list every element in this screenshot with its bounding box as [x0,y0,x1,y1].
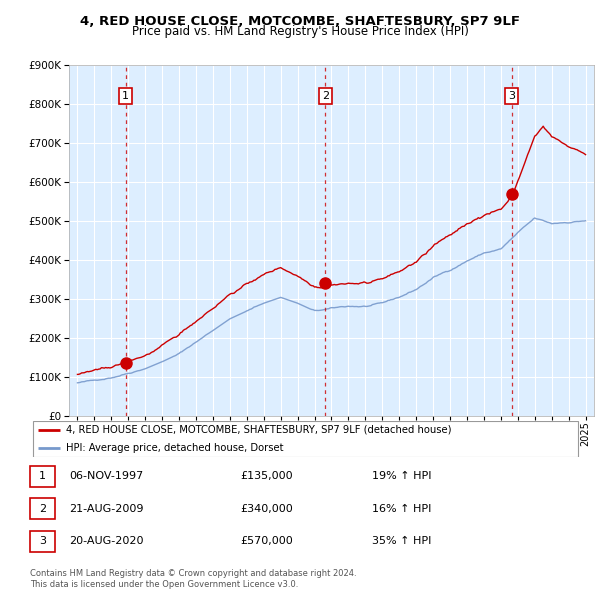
Text: £135,000: £135,000 [240,471,293,481]
Text: 3: 3 [508,91,515,101]
Text: 35% ↑ HPI: 35% ↑ HPI [372,536,431,546]
FancyBboxPatch shape [33,421,578,457]
Text: 16% ↑ HPI: 16% ↑ HPI [372,504,431,514]
Text: HPI: Average price, detached house, Dorset: HPI: Average price, detached house, Dors… [66,443,283,453]
Text: 2: 2 [322,91,329,101]
Text: 1: 1 [122,91,129,101]
Text: 2: 2 [39,504,46,514]
Text: Contains HM Land Registry data © Crown copyright and database right 2024.
This d: Contains HM Land Registry data © Crown c… [30,569,356,589]
Text: Price paid vs. HM Land Registry's House Price Index (HPI): Price paid vs. HM Land Registry's House … [131,25,469,38]
Text: 19% ↑ HPI: 19% ↑ HPI [372,471,431,481]
Text: £570,000: £570,000 [240,536,293,546]
Text: 06-NOV-1997: 06-NOV-1997 [69,471,143,481]
Text: 4, RED HOUSE CLOSE, MOTCOMBE, SHAFTESBURY, SP7 9LF (detached house): 4, RED HOUSE CLOSE, MOTCOMBE, SHAFTESBUR… [66,425,451,435]
Text: 21-AUG-2009: 21-AUG-2009 [69,504,143,514]
Text: 1: 1 [39,471,46,481]
Text: 20-AUG-2020: 20-AUG-2020 [69,536,143,546]
Text: 4, RED HOUSE CLOSE, MOTCOMBE, SHAFTESBURY, SP7 9LF: 4, RED HOUSE CLOSE, MOTCOMBE, SHAFTESBUR… [80,15,520,28]
Text: 3: 3 [39,536,46,546]
Text: £340,000: £340,000 [240,504,293,514]
